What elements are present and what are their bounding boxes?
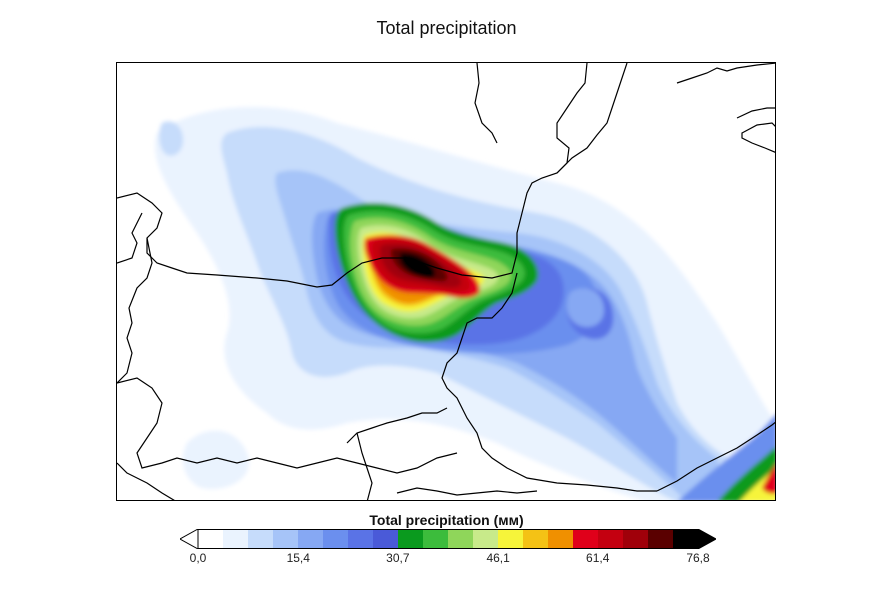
- precipitation-contours: [155, 106, 775, 500]
- colorbar-swatch: [523, 529, 549, 549]
- colorbar-swatch: [323, 529, 349, 549]
- border-line: [117, 63, 588, 288]
- colorbar-swatch: [423, 529, 449, 549]
- border-line: [676, 63, 775, 84]
- border-line: [556, 63, 628, 174]
- colorbar-tick-label: 0,0: [189, 551, 207, 565]
- colorbar-max-arrow: [697, 529, 716, 549]
- contour-level-1b: [182, 430, 249, 489]
- border-line: [117, 237, 153, 384]
- colorbar-swatch: [548, 529, 574, 549]
- border-line: [117, 377, 458, 474]
- colorbar-tick-label: 76,8: [686, 551, 710, 565]
- colorbar-swatch: [248, 529, 274, 549]
- map-title: Total precipitation: [376, 18, 517, 38]
- colorbar-tick-label: 61,4: [586, 551, 610, 565]
- border-line: [117, 462, 175, 500]
- colorbar-swatch: [298, 529, 324, 549]
- precipitation-field: [117, 63, 775, 500]
- colorbar-tick-label: 46,1: [486, 551, 510, 565]
- colorbar-title: Total precipitation (мм): [369, 512, 524, 528]
- border-line: [346, 407, 448, 444]
- colorbar-swatch: [198, 529, 224, 549]
- colorbar-min-arrow: [180, 529, 199, 549]
- colorbar-swatch: [448, 529, 474, 549]
- precipitation-map: [116, 62, 776, 501]
- border-line: [117, 212, 143, 264]
- border-line: [656, 421, 775, 492]
- border-line: [356, 432, 373, 500]
- border-line: [441, 272, 657, 492]
- colorbar-swatch: [623, 529, 649, 549]
- colorbar-swatch: [398, 529, 424, 549]
- colorbar-swatch: [648, 529, 674, 549]
- colorbar-swatch: [498, 529, 524, 549]
- colorbar-swatch: [223, 529, 249, 549]
- colorbar-swatch: [573, 529, 599, 549]
- colorbar-swatch: [273, 529, 299, 549]
- colorbar-swatch: [473, 529, 499, 549]
- borders: [117, 63, 775, 500]
- colorbar-swatch: [348, 529, 374, 549]
- border-line: [396, 487, 538, 496]
- contour-level-18: [399, 252, 436, 279]
- colorbar-ticks: 0,0 15,4 30,7 46,1 61,4 76,8: [0, 551, 893, 571]
- colorbar-tick-label: 15,4: [286, 551, 310, 565]
- colorbar: [180, 529, 716, 549]
- colorbar-swatch: [598, 529, 624, 549]
- colorbar-tick-label: 30,7: [386, 551, 410, 565]
- border-line: [741, 122, 775, 153]
- colorbar-swatch: [673, 529, 699, 549]
- contour-blob-north: [159, 121, 184, 156]
- border-line: [736, 107, 775, 119]
- contour-blob-east: [567, 288, 605, 327]
- contour-se-4: [762, 465, 775, 494]
- colorbar-swatch: [373, 529, 399, 549]
- border-line: [474, 63, 498, 144]
